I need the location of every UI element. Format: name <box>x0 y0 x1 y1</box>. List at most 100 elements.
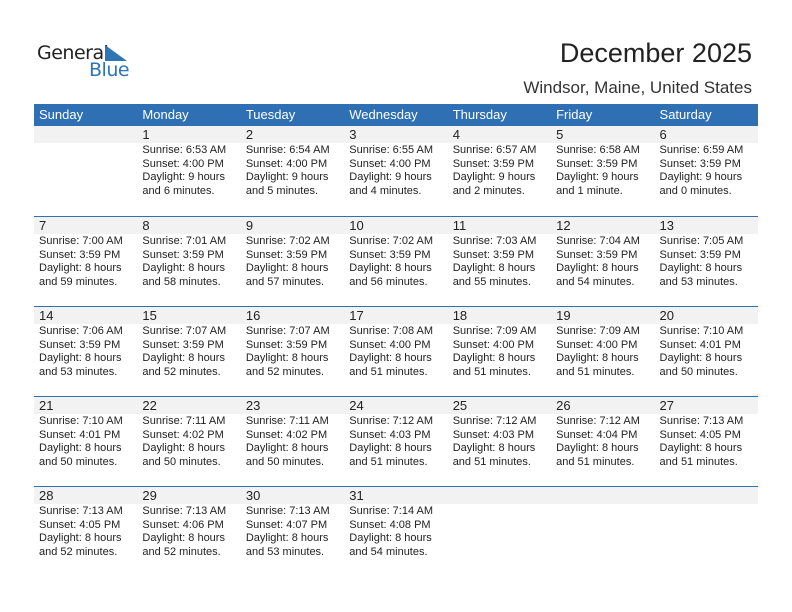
day-number: 1 <box>142 127 150 142</box>
sunset-text: Sunset: 3:59 PM <box>245 338 328 351</box>
sunrise-text: Sunrise: 7:01 AM <box>142 235 227 247</box>
sunset-text: Sunset: 3:59 PM <box>245 248 328 261</box>
sunset-text: Sunset: 4:00 PM <box>349 157 431 170</box>
daylight-text: Daylight: 8 hours <box>245 262 329 274</box>
sunrise-text: Sunrise: 7:08 AM <box>349 325 434 337</box>
day-number: 17 <box>349 308 364 323</box>
day-number: 4 <box>452 127 460 142</box>
sunrise-text: Sunrise: 7:12 AM <box>452 415 537 427</box>
week-row: 1 Sunrise: 6:53 AM Sunset: 4:00 PM Daylight… <box>34 126 758 216</box>
daylight-text: Daylight: 8 hours <box>349 352 432 364</box>
daylight-text: Daylight: 8 hours <box>142 262 225 274</box>
day-number: 30 <box>245 488 261 503</box>
empty-day-cell <box>655 487 758 576</box>
day-number: 23 <box>245 398 261 413</box>
daylight-text: Daylight: 8 hours <box>659 262 743 274</box>
day-number: 15 <box>142 308 157 323</box>
sunrise-text: Sunrise: 7:12 AM <box>349 415 434 427</box>
day-number: 22 <box>142 398 157 413</box>
weekday-friday: Friday <box>556 107 593 122</box>
day-cell: 29 Sunrise: 7:13 AM Sunset: 4:06 PM Dayligh… <box>137 487 240 576</box>
sunset-text: Sunset: 4:02 PM <box>142 428 224 441</box>
sunset-text: Sunset: 4:00 PM <box>142 157 224 170</box>
day-number: 28 <box>39 488 54 503</box>
day-cell: 10 Sunrise: 7:02 AM Sunset: 3:59 PM Dayligh… <box>344 217 447 306</box>
day-number: 16 <box>245 308 261 323</box>
sunrise-text: Sunrise: 7:13 AM <box>245 505 330 517</box>
day-number: 6 <box>659 127 667 142</box>
week-row: 7 Sunrise: 7:00 AM Sunset: 3:59 PM Daylight… <box>34 216 758 306</box>
sunrise-text: Sunrise: 7:12 AM <box>556 415 640 427</box>
day-cell: 14 Sunrise: 7:06 AM Sunset: 3:59 PM Dayligh… <box>34 307 137 396</box>
day-cell: 13 Sunrise: 7:05 AM Sunset: 3:59 PM Dayligh… <box>655 217 758 306</box>
sunrise-text: Sunrise: 6:58 AM <box>556 144 640 156</box>
sunrise-text: Sunrise: 7:13 AM <box>39 505 123 517</box>
daylight-text: Daylight: 9 hours <box>245 171 329 183</box>
day-cell: 31 Sunrise: 7:14 AM Sunset: 4:08 PM Dayligh… <box>344 487 447 576</box>
day-number: 3 <box>349 127 357 142</box>
day-number: 19 <box>556 308 571 323</box>
day-number: 10 <box>349 218 364 233</box>
day-number-band <box>34 126 758 143</box>
day-cell: 16 Sunrise: 7:07 AM Sunset: 3:59 PM Dayligh… <box>241 307 344 396</box>
daylight-text: Daylight: 8 hours <box>556 352 639 364</box>
sunset-text: Sunset: 4:06 PM <box>142 518 224 531</box>
sunset-text: Sunset: 3:59 PM <box>556 157 638 170</box>
sunrise-text: Sunrise: 7:07 AM <box>245 325 330 337</box>
sunset-text: Sunset: 3:59 PM <box>452 248 535 261</box>
day-number-band <box>34 307 758 324</box>
minutes-text: and 52 minutes. <box>245 365 325 378</box>
minutes-text: and 51 minutes. <box>556 455 635 468</box>
sunrise-text: Sunrise: 7:04 AM <box>556 235 640 247</box>
daylight-text: Daylight: 8 hours <box>39 532 122 544</box>
day-number: 11 <box>452 218 467 233</box>
day-number: 8 <box>142 218 150 233</box>
day-cell: 23 Sunrise: 7:11 AM Sunset: 4:02 PM Dayligh… <box>241 397 344 486</box>
sunset-text: Sunset: 3:59 PM <box>452 157 535 170</box>
minutes-text: and 55 minutes. <box>452 275 531 288</box>
day-cell: 7 Sunrise: 7:00 AM Sunset: 3:59 PM Daylight… <box>34 217 137 306</box>
weekday-tuesday: Tuesday <box>245 107 296 122</box>
logo-triangle-icon <box>105 45 127 61</box>
minutes-text: and 5 minutes. <box>245 184 318 197</box>
logo: General Blue <box>37 42 137 82</box>
sunset-text: Sunset: 4:05 PM <box>659 428 741 441</box>
minutes-text: and 51 minutes. <box>349 455 428 468</box>
daylight-text: Daylight: 8 hours <box>39 352 122 364</box>
day-number-band <box>34 217 758 234</box>
day-cell: 15 Sunrise: 7:07 AM Sunset: 3:59 PM Dayligh… <box>137 307 240 396</box>
weekday-saturday: Saturday <box>659 107 712 122</box>
minutes-text: and 54 minutes. <box>349 545 428 558</box>
minutes-text: and 52 minutes. <box>142 365 221 378</box>
minutes-text: and 59 minutes. <box>39 275 118 288</box>
daylight-text: Daylight: 8 hours <box>142 352 225 364</box>
daylight-text: Daylight: 8 hours <box>39 442 122 454</box>
daylight-text: Daylight: 8 hours <box>39 262 122 274</box>
minutes-text: and 53 minutes. <box>245 545 325 558</box>
sunset-text: Sunset: 4:02 PM <box>245 428 328 441</box>
daylight-text: Daylight: 8 hours <box>245 352 329 364</box>
sunrise-text: Sunrise: 7:11 AM <box>245 415 329 427</box>
daylight-text: Daylight: 8 hours <box>142 532 225 544</box>
day-cell: 5 Sunrise: 6:58 AM Sunset: 3:59 PM Daylight… <box>551 126 654 216</box>
daylight-text: Daylight: 8 hours <box>349 532 432 544</box>
sunrise-text: Sunrise: 7:14 AM <box>349 505 434 517</box>
sunset-text: Sunset: 4:01 PM <box>39 428 121 441</box>
day-cell: 6 Sunrise: 6:59 AM Sunset: 3:59 PM Daylight… <box>655 126 758 216</box>
sunset-text: Sunset: 4:00 PM <box>245 157 328 170</box>
daylight-text: Daylight: 9 hours <box>659 171 743 183</box>
daylight-text: Daylight: 8 hours <box>556 442 639 454</box>
sunrise-text: Sunrise: 7:05 AM <box>659 235 744 247</box>
sunrise-text: Sunrise: 7:13 AM <box>659 415 744 427</box>
weekday-monday: Monday <box>142 107 189 122</box>
day-cell: 22 Sunrise: 7:11 AM Sunset: 4:02 PM Dayligh… <box>137 397 240 486</box>
sunrise-text: Sunrise: 7:09 AM <box>452 325 537 337</box>
day-cell: 9 Sunrise: 7:02 AM Sunset: 3:59 PM Daylight… <box>241 217 344 306</box>
sunset-text: Sunset: 3:59 PM <box>349 248 431 261</box>
sunrise-text: Sunrise: 7:11 AM <box>142 415 226 427</box>
location-subtitle: Windsor, Maine, United States <box>523 78 752 97</box>
day-cell: 19 Sunrise: 7:09 AM Sunset: 4:00 PM Dayligh… <box>551 307 654 396</box>
day-cell: 27 Sunrise: 7:13 AM Sunset: 4:05 PM Dayligh… <box>655 397 758 486</box>
day-number: 26 <box>556 398 571 413</box>
minutes-text: and 56 minutes. <box>349 275 428 288</box>
